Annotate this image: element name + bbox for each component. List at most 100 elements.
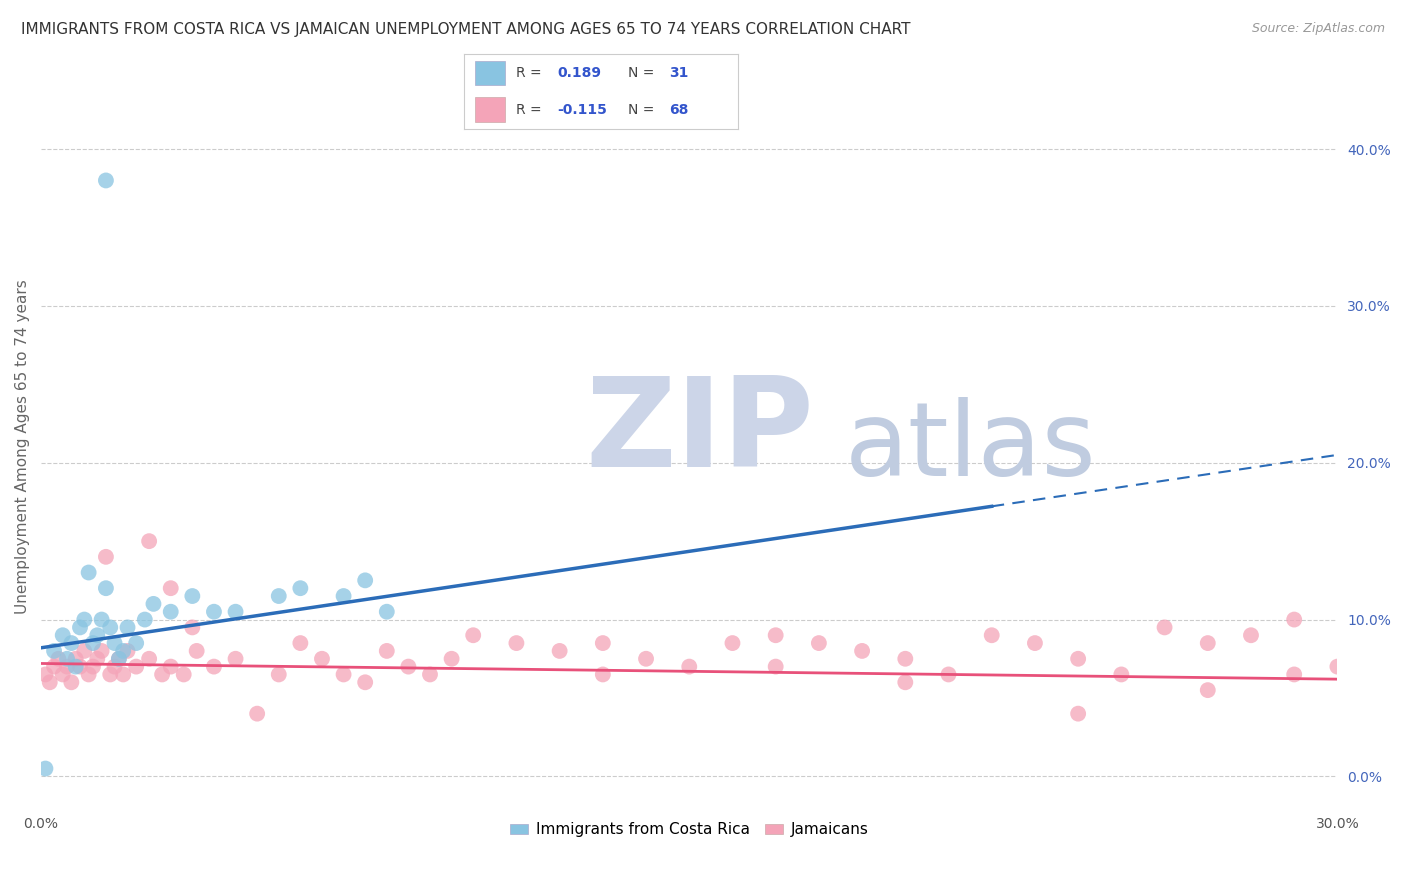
Point <box>225 605 247 619</box>
Point <box>267 589 290 603</box>
Point <box>108 652 131 666</box>
Text: N =: N = <box>628 66 655 80</box>
Bar <box>475 62 505 86</box>
Point <box>60 636 83 650</box>
Point <box>765 628 787 642</box>
Point <box>42 644 65 658</box>
Point <box>894 652 917 666</box>
Point <box>332 589 354 603</box>
Point <box>505 636 527 650</box>
Point <box>56 652 79 666</box>
Point <box>1067 652 1090 666</box>
Point <box>77 667 100 681</box>
Point <box>202 659 225 673</box>
Point <box>592 667 614 681</box>
Point <box>34 762 56 776</box>
Point <box>290 581 312 595</box>
Point <box>807 636 830 650</box>
Point <box>117 644 139 658</box>
Point <box>112 644 135 658</box>
Point <box>98 667 121 681</box>
Point <box>1240 628 1263 642</box>
Point <box>1197 683 1219 698</box>
Point <box>181 620 204 634</box>
Point <box>103 636 125 650</box>
Point <box>138 534 160 549</box>
Point <box>112 667 135 681</box>
Point <box>142 597 165 611</box>
Point <box>69 659 91 673</box>
Point <box>186 644 208 658</box>
Text: IMMIGRANTS FROM COSTA RICA VS JAMAICAN UNEMPLOYMENT AMONG AGES 65 TO 74 YEARS CO: IMMIGRANTS FROM COSTA RICA VS JAMAICAN U… <box>21 22 911 37</box>
Point <box>1024 636 1046 650</box>
Point <box>332 667 354 681</box>
Point <box>34 667 56 681</box>
Text: atlas: atlas <box>845 397 1097 498</box>
Point <box>851 644 873 658</box>
Point <box>375 644 398 658</box>
Point <box>65 652 87 666</box>
Point <box>117 620 139 634</box>
Point <box>60 675 83 690</box>
Point <box>94 581 117 595</box>
Point <box>463 628 485 642</box>
Text: R =: R = <box>516 66 541 80</box>
Point <box>98 620 121 634</box>
Point <box>86 628 108 642</box>
Point <box>634 652 657 666</box>
Point <box>94 173 117 187</box>
Point <box>290 636 312 650</box>
Point <box>419 667 441 681</box>
Point <box>225 652 247 666</box>
Point <box>150 667 173 681</box>
Point <box>173 667 195 681</box>
Point <box>159 581 181 595</box>
Point <box>90 644 112 658</box>
Point <box>108 652 131 666</box>
Point <box>125 659 148 673</box>
Point <box>1282 667 1305 681</box>
Point <box>69 620 91 634</box>
Text: 68: 68 <box>669 103 689 117</box>
Text: Source: ZipAtlas.com: Source: ZipAtlas.com <box>1251 22 1385 36</box>
Point <box>721 636 744 650</box>
Point <box>354 574 377 588</box>
Point <box>375 605 398 619</box>
Point <box>48 652 70 666</box>
Point <box>134 613 156 627</box>
Point <box>56 659 79 673</box>
Y-axis label: Unemployment Among Ages 65 to 74 years: Unemployment Among Ages 65 to 74 years <box>15 280 30 615</box>
Point <box>592 636 614 650</box>
Point <box>246 706 269 721</box>
Point <box>267 667 290 681</box>
Text: -0.115: -0.115 <box>557 103 607 117</box>
Point <box>77 566 100 580</box>
Text: 0.189: 0.189 <box>557 66 602 80</box>
Point <box>1197 636 1219 650</box>
Point <box>103 659 125 673</box>
Point <box>396 659 419 673</box>
Point <box>1067 706 1090 721</box>
Point <box>894 675 917 690</box>
Point <box>138 652 160 666</box>
Point <box>73 644 96 658</box>
Point <box>73 613 96 627</box>
Point <box>202 605 225 619</box>
Point <box>86 652 108 666</box>
Point <box>52 667 75 681</box>
Text: ZIP: ZIP <box>585 372 814 493</box>
Point <box>159 659 181 673</box>
Point <box>82 636 104 650</box>
Bar <box>475 97 505 122</box>
Point <box>90 613 112 627</box>
Text: N =: N = <box>628 103 655 117</box>
Point <box>82 659 104 673</box>
Point <box>980 628 1002 642</box>
Point <box>181 589 204 603</box>
Text: R =: R = <box>516 103 541 117</box>
Point <box>38 675 60 690</box>
Point <box>1326 659 1348 673</box>
Point <box>94 549 117 564</box>
Legend: Immigrants from Costa Rica, Jamaicans: Immigrants from Costa Rica, Jamaicans <box>503 816 875 844</box>
Point <box>678 659 700 673</box>
